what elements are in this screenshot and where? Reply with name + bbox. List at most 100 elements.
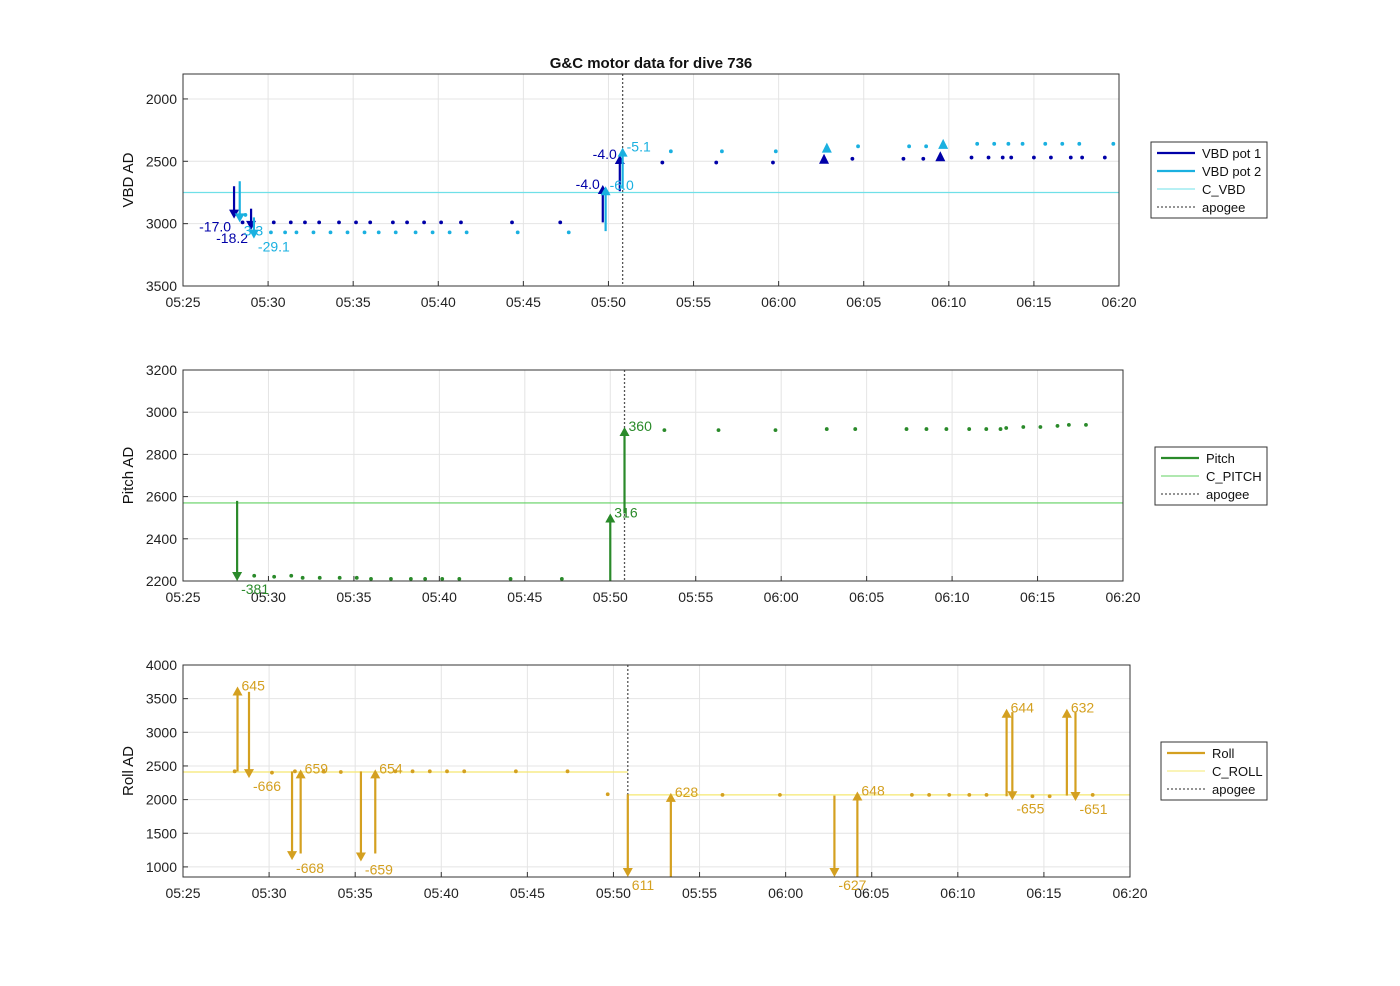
data-point (907, 144, 912, 149)
data-point (720, 149, 724, 154)
data-point (901, 156, 906, 161)
data-point (393, 230, 398, 235)
data-point (660, 160, 665, 165)
axes-frame (182, 369, 1124, 582)
data-point (1111, 141, 1116, 146)
arrow-label: -29.1 (258, 239, 290, 255)
x-tick-label: 05:25 (165, 294, 200, 310)
arrow-head (1007, 791, 1018, 801)
data-point (992, 141, 997, 146)
data-point (288, 220, 293, 225)
x-tick-label: 05:40 (422, 589, 457, 605)
data-point (910, 792, 914, 797)
arrow-head (229, 209, 240, 219)
data-point (1077, 141, 1082, 146)
x-tick-label: 05:40 (424, 885, 459, 901)
y-tick-label: 2500 (146, 153, 177, 169)
arrow-label: 654 (379, 760, 403, 776)
data-point (944, 427, 949, 431)
y-tick-label: 1000 (146, 859, 177, 875)
x-tick-label: 06:10 (940, 885, 975, 901)
data-point (317, 575, 322, 580)
arrow-head (355, 852, 366, 862)
arrow-label: 632 (1071, 700, 1095, 716)
triangle-marker (935, 151, 946, 162)
x-tick-label: 05:35 (336, 589, 371, 605)
data-point (439, 220, 444, 225)
x-tick-label: 05:50 (593, 589, 628, 605)
data-point (289, 573, 294, 578)
data-point (1043, 141, 1048, 146)
y-tick-label: 2600 (146, 489, 177, 505)
legend-label: VBD pot 2 (1202, 164, 1261, 179)
legend-label: apogee (1202, 200, 1245, 215)
data-point (969, 155, 974, 160)
x-tick-label: 05:25 (165, 589, 200, 605)
arrow-head (244, 769, 255, 779)
data-point (984, 427, 989, 431)
x-tick-label: 05:25 (165, 885, 200, 901)
arrow-head (295, 769, 306, 779)
data-point (464, 230, 469, 235)
data-point (1055, 424, 1060, 428)
data-point (773, 149, 778, 154)
data-point (513, 769, 518, 774)
data-point (566, 230, 571, 235)
y-tick-label: 3200 (146, 362, 177, 378)
data-point (1080, 155, 1085, 160)
y-axis-label: Roll AD (120, 746, 137, 796)
arrow-head (1001, 708, 1012, 718)
data-point (459, 220, 463, 225)
arrow-label: 659 (305, 760, 329, 776)
data-point (369, 576, 373, 581)
arrow-head (1061, 708, 1072, 718)
legend-label: apogee (1206, 487, 1249, 502)
data-point (924, 144, 929, 149)
axes-frame (182, 73, 1120, 287)
arrow-label: -5.1 (627, 139, 651, 155)
data-point (559, 576, 564, 581)
data-point (771, 160, 775, 165)
arrow-label: -4.0 (593, 146, 617, 162)
data-point (1021, 425, 1026, 429)
data-point (824, 427, 829, 431)
x-tick-label: 06:10 (931, 294, 966, 310)
data-point (445, 769, 449, 774)
data-point (714, 160, 719, 165)
data-point (271, 220, 276, 225)
data-point (921, 156, 926, 161)
arrow-head (287, 851, 298, 861)
triangle-marker (819, 153, 830, 164)
data-point (1047, 794, 1052, 799)
figure-title: G&C motor data for dive 736 (550, 55, 753, 72)
arrow-head (248, 229, 259, 239)
data-point (337, 575, 342, 580)
panel-1: 05:25 05:30 05:35 05:40 05:45 05:50 05:55 06:00… (120, 73, 1268, 310)
x-tick-label: 05:50 (591, 294, 626, 310)
arrow-head (622, 868, 633, 877)
data-point (283, 230, 288, 235)
data-point (376, 230, 381, 235)
data-point (558, 220, 563, 225)
data-point (293, 769, 297, 774)
data-point (1030, 794, 1035, 799)
data-point (272, 574, 277, 579)
data-point (232, 769, 237, 774)
triangle-marker (938, 138, 949, 149)
arrow-label: 611 (632, 877, 655, 893)
data-point (716, 428, 721, 433)
x-tick-label: 06:00 (764, 589, 799, 605)
data-point (720, 792, 725, 797)
data-point (300, 575, 305, 580)
x-tick-label: 05:45 (506, 294, 541, 310)
data-point (777, 792, 782, 797)
data-point (252, 573, 257, 578)
panel-3: 05:25 05:30 05:35 05:40 05:45 05:50 05:55 06:00… (120, 657, 1268, 901)
data-point (389, 576, 393, 581)
plot-area (183, 370, 1123, 581)
x-tick-label: 06:15 (1026, 885, 1061, 901)
data-point (1020, 141, 1025, 146)
y-tick-label: 3500 (146, 691, 177, 707)
x-tick-label: 05:55 (682, 885, 717, 901)
